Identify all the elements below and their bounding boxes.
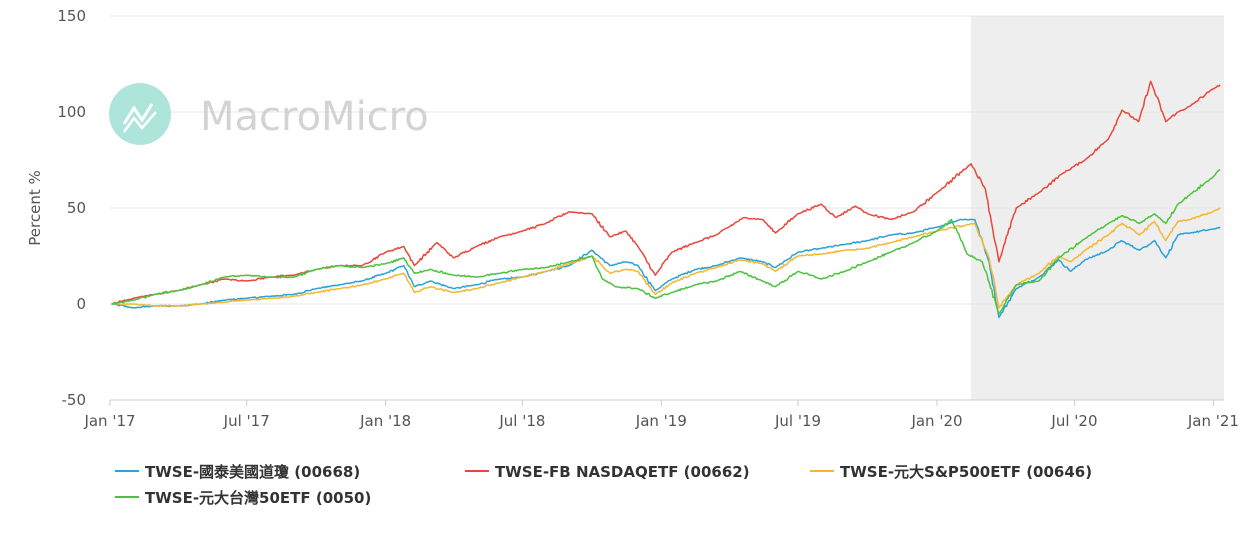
y-tick-label: 50 <box>67 199 86 217</box>
legend: TWSE-國泰美國道瓊 (00668) TWSE-FB NASDAQETF (00… <box>115 463 1092 507</box>
watermark-logo-icon <box>109 83 171 145</box>
x-tick-label: Jan '19 <box>635 412 687 430</box>
x-tick-label: Jul '20 <box>1050 412 1097 430</box>
legend-label: TWSE-元大台灣50ETF (0050) <box>145 489 371 507</box>
y-axis-title: Percent % <box>26 170 44 245</box>
series-line <box>111 207 1221 309</box>
x-tick-label: Jul '18 <box>498 412 545 430</box>
y-axis-ticks: -50 0 50 100 150 <box>57 7 86 409</box>
watermark: MacroMicro <box>109 83 429 145</box>
legend-label: TWSE-國泰美國道瓊 (00668) <box>145 463 360 481</box>
series-line <box>111 168 1221 315</box>
legend-item[interactable]: TWSE-FB NASDAQETF (00662) <box>465 463 750 481</box>
x-tick-label: Jan '20 <box>910 412 962 430</box>
series-line <box>111 80 1221 305</box>
legend-label: TWSE-FB NASDAQETF (00662) <box>495 463 750 481</box>
watermark-logo-line-icon <box>122 103 154 125</box>
y-tick-label: -50 <box>62 391 87 409</box>
watermark-logo-line2-icon <box>122 111 157 133</box>
y-tick-label: 0 <box>76 295 86 313</box>
y-tick-label: 150 <box>57 7 86 25</box>
gridlines <box>110 15 1224 305</box>
x-axis-ticks: Jan '17 Jul '17 Jan '18 Jul '18 Jan '19 Jul '… <box>83 400 1239 430</box>
x-tick-label: Jan '17 <box>83 412 135 430</box>
y-tick-label: 100 <box>57 103 86 121</box>
series-line <box>111 218 1221 319</box>
x-tick-label: Jan '21 <box>1187 412 1239 430</box>
x-tick-label: Jul '17 <box>223 412 270 430</box>
legend-item[interactable]: TWSE-元大台灣50ETF (0050) <box>115 489 371 507</box>
x-tick-label: Jan '18 <box>359 412 411 430</box>
watermark-brand: MacroMicro <box>200 94 429 140</box>
series-lines <box>111 80 1221 319</box>
legend-item[interactable]: TWSE-元大S&P500ETF (00646) <box>810 463 1092 481</box>
legend-item[interactable]: TWSE-國泰美國道瓊 (00668) <box>115 463 360 481</box>
x-tick-label: Jul '19 <box>774 412 821 430</box>
legend-label: TWSE-元大S&P500ETF (00646) <box>840 463 1092 481</box>
